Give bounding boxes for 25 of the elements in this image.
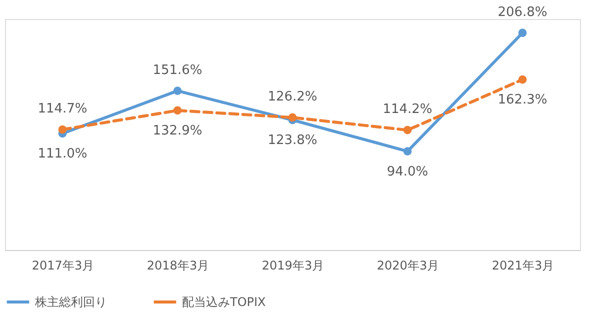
data-label: 114.2% <box>382 102 432 118</box>
x-tick-label: 2017年3月 <box>32 258 94 272</box>
point <box>518 75 527 84</box>
data-label: 206.8% <box>498 4 548 20</box>
x-tick-label: 2020年3月 <box>376 258 440 272</box>
point <box>518 28 527 38</box>
data-label: 151.6% <box>152 62 202 78</box>
point <box>403 126 412 134</box>
data-label: 111.0% <box>38 146 88 162</box>
data-label: 114.7% <box>38 102 88 117</box>
point <box>403 147 412 156</box>
data-label: 94.0% <box>386 164 428 180</box>
point <box>173 106 182 115</box>
x-tick-label: 2018年3月 <box>146 258 210 272</box>
point <box>173 86 182 95</box>
point <box>288 113 297 122</box>
x-tick-label: 2019年3月 <box>262 258 324 272</box>
data-label: 123.8% <box>268 133 318 148</box>
data-label: 162.3% <box>498 92 548 108</box>
point <box>58 125 67 134</box>
legend-label: 株主総利回り <box>34 295 107 309</box>
legend-label: 配当込みTOPIX <box>182 295 266 309</box>
data-label: 132.9% <box>152 123 202 138</box>
x-tick-label: 2021年3月 <box>492 258 554 272</box>
data-label: 126.2% <box>268 89 318 104</box>
